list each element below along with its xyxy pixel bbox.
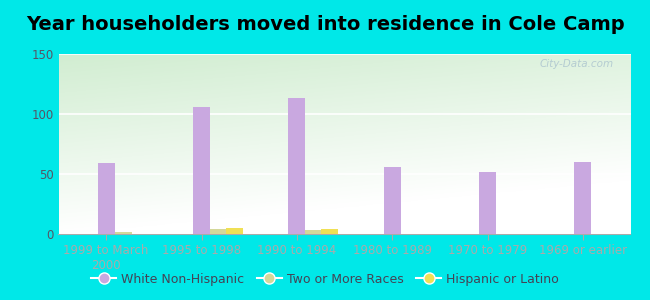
Bar	[226, 228, 242, 234]
Bar	[115, 232, 132, 234]
Bar	[306, 230, 322, 234]
Bar	[321, 229, 338, 234]
Bar	[98, 163, 115, 234]
Bar	[384, 167, 401, 234]
Bar	[210, 229, 228, 234]
Bar	[193, 107, 210, 234]
Text: Year householders moved into residence in Cole Camp: Year householders moved into residence i…	[26, 15, 624, 34]
Bar	[574, 162, 592, 234]
Bar	[288, 98, 305, 234]
Legend: White Non-Hispanic, Two or More Races, Hispanic or Latino: White Non-Hispanic, Two or More Races, H…	[86, 268, 564, 291]
Bar	[479, 172, 496, 234]
Text: City-Data.com: City-Data.com	[540, 59, 614, 69]
